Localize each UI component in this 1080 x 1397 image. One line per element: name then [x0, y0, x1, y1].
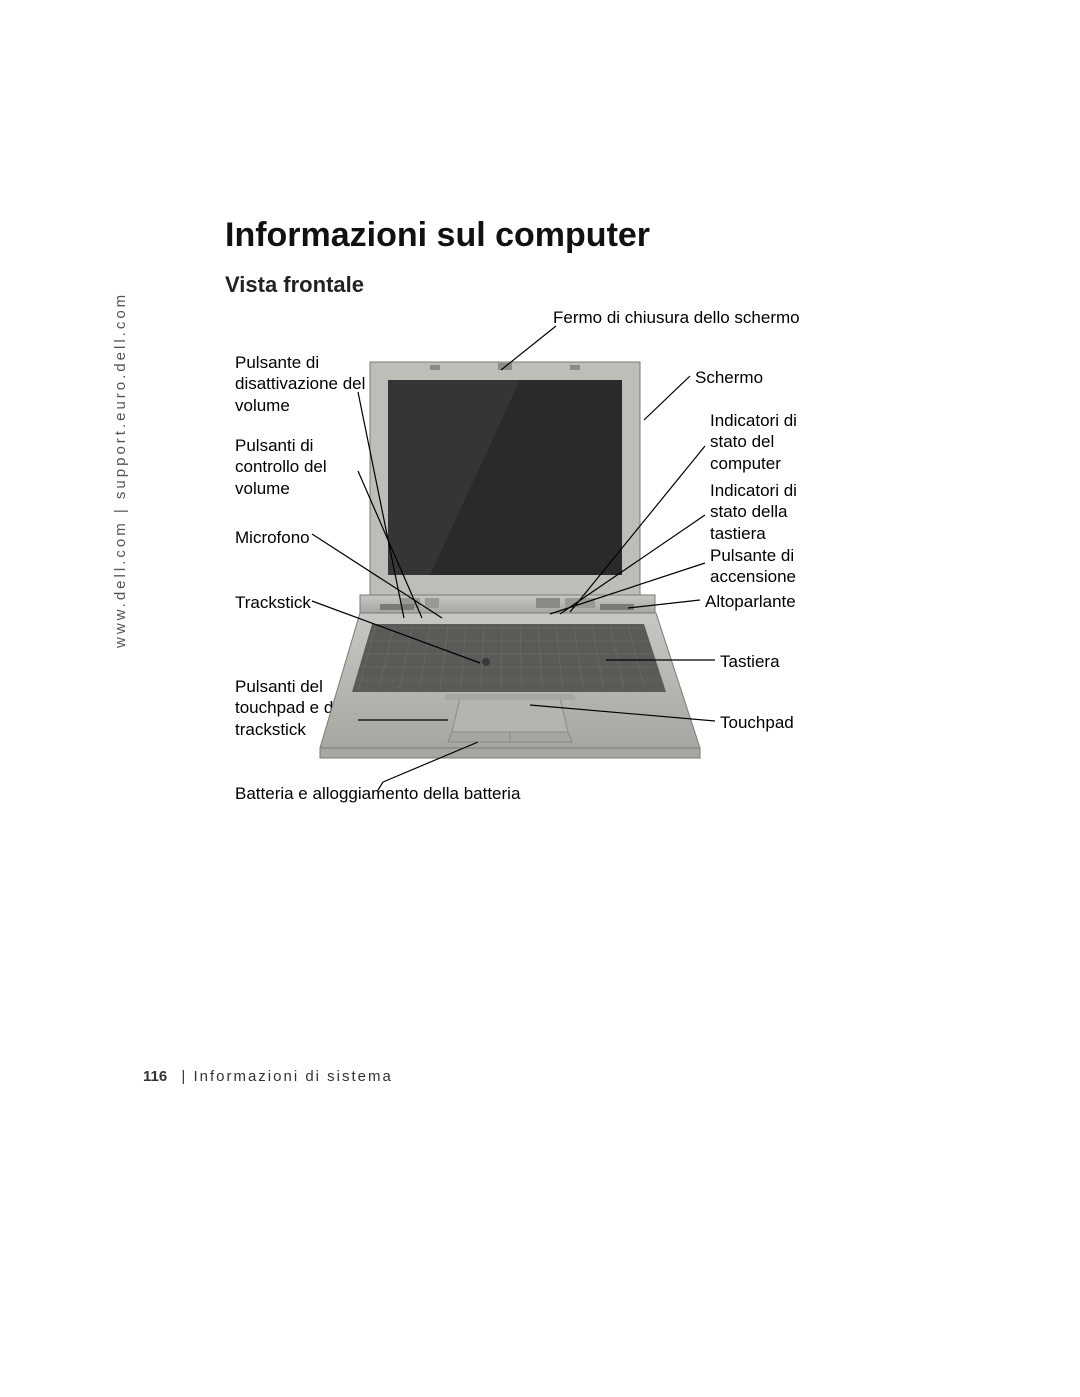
- page-number: 116: [143, 1068, 167, 1085]
- footer-separator: |: [181, 1068, 187, 1085]
- laptop-diagram: [0, 0, 1080, 1397]
- page-footer: 116 | Informazioni di sistema: [143, 1068, 393, 1085]
- footer-section: Informazioni di sistema: [193, 1068, 392, 1085]
- document-page: www.dell.com | support.euro.dell.com Inf…: [0, 0, 1080, 1397]
